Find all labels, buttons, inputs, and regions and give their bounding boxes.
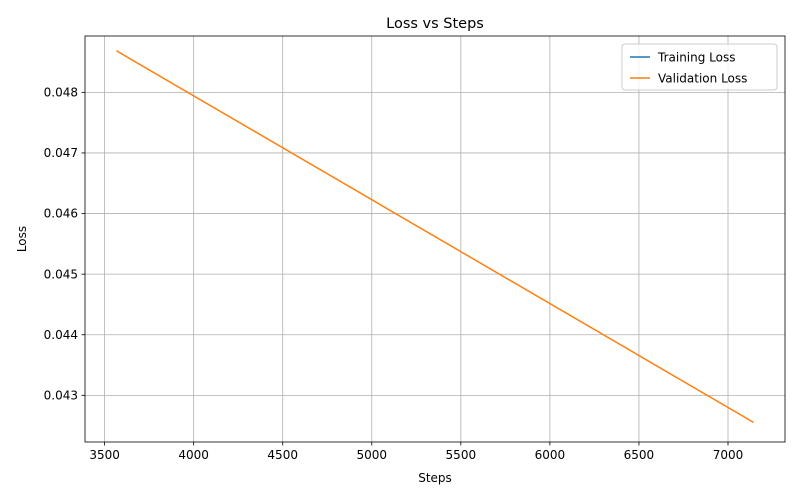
y-tick-label: 0.048	[44, 86, 78, 100]
x-tick-label: 5500	[446, 448, 477, 462]
legend-entry: Validation Loss	[658, 71, 747, 85]
legend-box	[621, 43, 778, 91]
ticks: 3500 4000 4500 5000 5500 6000 6500 7000 0.043 0.0…	[44, 86, 744, 462]
legend: Training Loss Validation Loss	[621, 43, 778, 91]
x-tick-label: 4000	[178, 448, 209, 462]
x-tick-label: 6000	[535, 448, 566, 462]
y-tick-label: 0.045	[44, 267, 78, 281]
y-axis-label: Loss	[15, 226, 29, 252]
x-tick-label: 6500	[624, 448, 655, 462]
x-tick-label: 4500	[267, 448, 298, 462]
series-layer	[116, 50, 754, 424]
legend-entry: Training Loss	[657, 50, 735, 64]
x-tick-label: 3500	[89, 448, 120, 462]
x-tick-label: 7000	[713, 448, 744, 462]
x-tick-label: 5000	[356, 448, 387, 462]
x-axis-label: Steps	[418, 471, 452, 485]
y-tick-label: 0.044	[44, 328, 78, 342]
y-tick-label: 0.043	[44, 389, 78, 403]
chart-title: Loss vs Steps	[386, 16, 484, 32]
y-tick-label: 0.046	[44, 207, 78, 221]
plot-frame	[84, 35, 786, 443]
grid	[85, 36, 785, 442]
y-tick-label: 0.047	[44, 146, 78, 160]
series-line-2	[116, 50, 754, 424]
plot-area	[85, 36, 785, 442]
